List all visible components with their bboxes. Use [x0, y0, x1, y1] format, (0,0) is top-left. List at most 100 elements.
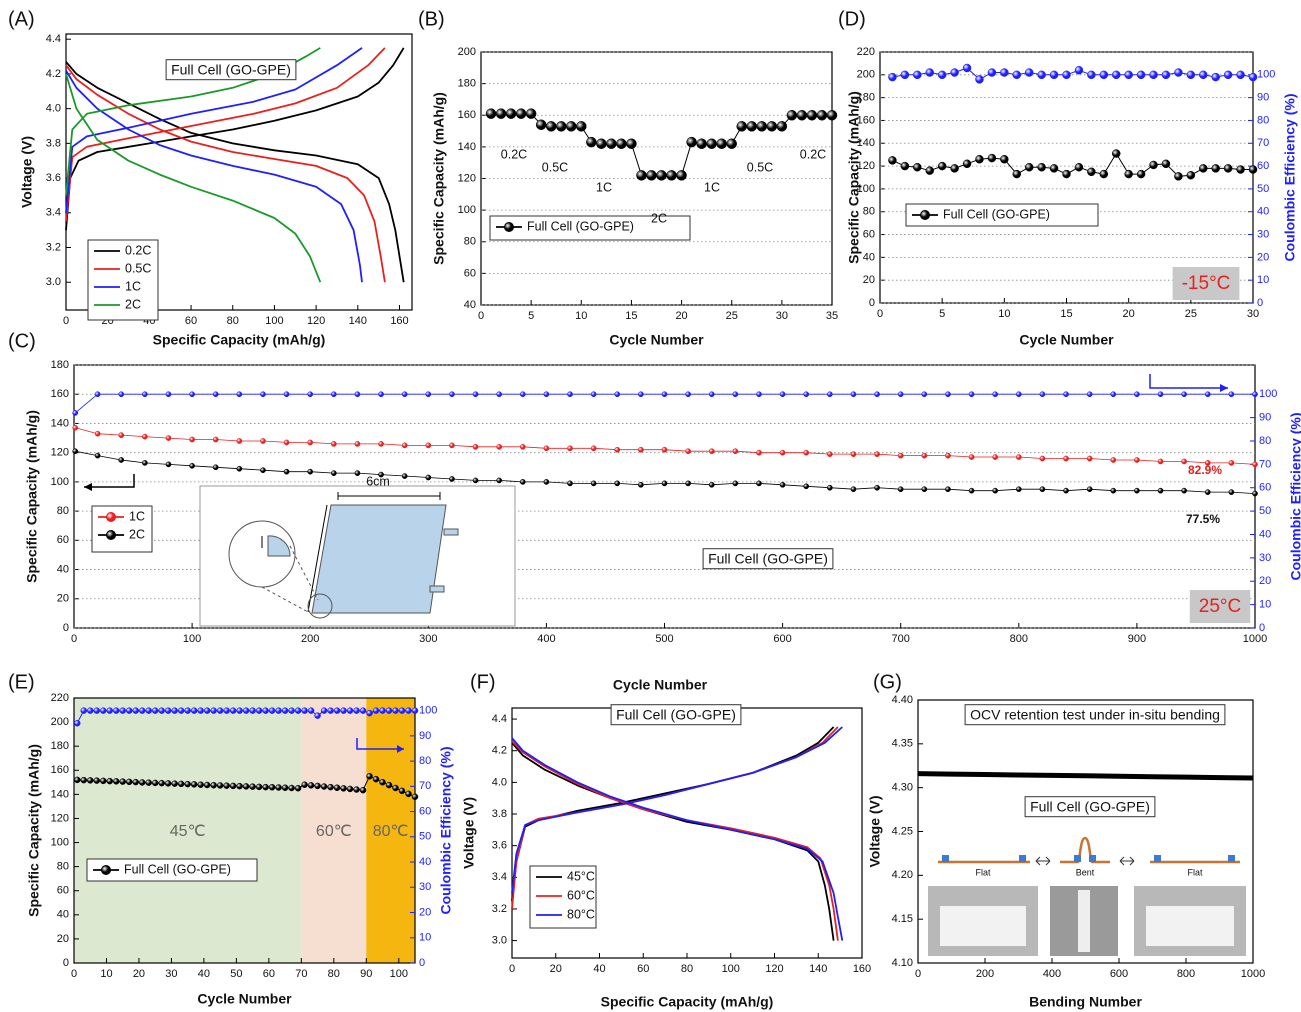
- data-point: [1063, 455, 1069, 462]
- y-tick-label: 3.2: [46, 241, 61, 253]
- data-point: [921, 452, 928, 459]
- data-point: [260, 467, 266, 474]
- y-tick-label: 4.10: [892, 957, 913, 969]
- x-tick-label: 120: [765, 963, 783, 975]
- data-point: [190, 707, 198, 714]
- x-tick-label: 0: [71, 968, 77, 980]
- y-tick-label: 100: [51, 836, 69, 848]
- data-point: [1157, 487, 1164, 494]
- data-point: [86, 707, 94, 714]
- data-point: [165, 391, 172, 398]
- data-point: [189, 436, 195, 443]
- retention-label: 82.9%: [1188, 463, 1222, 477]
- legend-label: 0.5C: [125, 261, 151, 275]
- x-tick-label: 80: [328, 968, 340, 980]
- y-tick-label: 80: [57, 861, 69, 873]
- legend-label: 60°C: [567, 888, 595, 902]
- x-tick-label: 700: [892, 633, 910, 645]
- data-point: [1099, 70, 1109, 80]
- data-point: [151, 707, 159, 714]
- data-point: [294, 707, 302, 714]
- y-tick-label: 160: [51, 764, 69, 776]
- data-point: [94, 452, 101, 459]
- y-tick-label: 100: [857, 183, 875, 195]
- data-point: [260, 391, 266, 398]
- data-point: [330, 391, 337, 398]
- x-tick-label: 10: [998, 308, 1010, 320]
- data-point: [119, 778, 126, 785]
- data-point: [925, 68, 934, 77]
- data-point: [379, 778, 386, 786]
- data-point: [249, 783, 256, 790]
- data-point: [165, 461, 172, 468]
- data-point: [80, 776, 87, 784]
- data-point: [171, 780, 178, 787]
- y-tick-label: 180: [51, 359, 69, 371]
- y2-tick-label: 40: [1257, 206, 1269, 218]
- data-point: [1037, 70, 1046, 80]
- data-point: [1199, 70, 1208, 80]
- x-tick-label: 40: [198, 968, 210, 980]
- data-point: [106, 707, 113, 714]
- y-axis-label: Specific Capacity (mAh/g): [26, 744, 42, 917]
- data-point: [888, 72, 897, 82]
- data-point: [354, 391, 361, 398]
- data-point: [1149, 70, 1158, 80]
- data-point: [411, 707, 419, 714]
- data-point: [189, 462, 195, 469]
- x-tick-label: 160: [390, 315, 408, 327]
- x-tick-label: 5: [939, 308, 945, 320]
- y-tick-label: 20: [863, 274, 875, 286]
- data-point: [73, 719, 81, 727]
- retention-label: 77.5%: [1186, 512, 1220, 526]
- data-point: [850, 451, 857, 457]
- y-tick-label: 140: [51, 788, 69, 800]
- data-point: [1204, 391, 1211, 398]
- data-point: [1111, 70, 1121, 80]
- data-point: [586, 136, 597, 148]
- temperature-label: 25°C: [1199, 596, 1241, 617]
- data-point: [425, 442, 432, 449]
- data-point: [708, 481, 715, 488]
- annotation: 2C: [651, 211, 667, 225]
- data-point: [1039, 455, 1046, 462]
- data-point: [1062, 169, 1071, 179]
- data-point: [333, 707, 341, 714]
- x-tick-label: 25: [726, 310, 738, 322]
- data-point: [1186, 170, 1196, 180]
- y-axis-label: Voltage (V): [867, 795, 883, 867]
- x-axis-label: Bending Number: [1029, 994, 1142, 1010]
- data-point: [1161, 70, 1171, 80]
- region-label: 60℃: [316, 823, 352, 840]
- data-point: [962, 63, 972, 73]
- data-point: [268, 784, 276, 791]
- x-tick-label: 600: [1110, 968, 1128, 980]
- panel-label: (D): [838, 8, 866, 30]
- data-point: [803, 483, 810, 490]
- data-point: [132, 778, 139, 786]
- data-point: [223, 782, 230, 789]
- data-point: [1049, 164, 1059, 173]
- data-point: [425, 391, 432, 398]
- y-tick-label: 40: [464, 299, 476, 311]
- x-tick-label: 800: [1010, 633, 1028, 645]
- data-point: [732, 480, 739, 487]
- data-point: [646, 170, 657, 181]
- x-tick-label: 0: [478, 310, 484, 322]
- legend-label: Full Cell (GO-GPE): [527, 219, 634, 233]
- y-tick-label: 120: [857, 160, 875, 172]
- data-point: [519, 391, 526, 398]
- data-point: [850, 486, 857, 493]
- annotation: 6cm: [366, 474, 390, 488]
- data-point: [1248, 165, 1258, 174]
- data-point: [1134, 391, 1140, 398]
- data-point: [1110, 487, 1117, 494]
- x-tick-label: 80: [227, 315, 239, 327]
- panel-label: (F): [470, 671, 496, 693]
- y-axis-label: Specific Capacity (mAh/g): [431, 92, 447, 265]
- data-point: [1000, 68, 1009, 77]
- y2-tick-label: 80: [1257, 114, 1269, 126]
- y-tick-label: 4.15: [892, 913, 913, 925]
- data-point: [333, 784, 341, 791]
- data-point: [118, 457, 125, 463]
